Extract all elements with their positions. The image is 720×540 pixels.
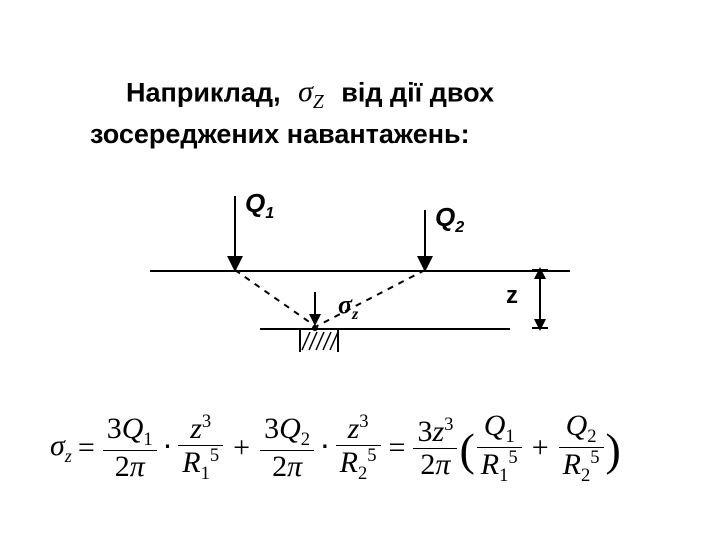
sigma-z-label: σz (338, 290, 358, 324)
sigma-sub: Z (313, 92, 324, 113)
z-label: z (506, 282, 518, 310)
equation: σz = 3Q1 2π ⋅ z3 R15 + 3Q2 2π (50, 410, 690, 485)
eq-plus2: + (532, 431, 549, 465)
stress-point (312, 325, 318, 331)
eq-t2-frac1: 3Q2 2π (260, 413, 314, 482)
eq-eq2: = (389, 431, 406, 465)
z-text: z (506, 282, 518, 309)
eq-plus1: + (233, 431, 250, 465)
heading-part1: Наприклад, (126, 77, 281, 107)
eq-t1-frac2: z3 R15 (178, 412, 223, 483)
eq-t1-frac1: 3Q1 2π (103, 413, 157, 482)
page: Наприклад, σZ від дії двох зосереджених … (0, 0, 720, 540)
hatch-group (300, 330, 338, 352)
heading-part2: від дії двох (341, 77, 494, 107)
eq-lhs-sigma: σ (50, 429, 65, 462)
eq-dot1: ⋅ (163, 430, 173, 465)
diagram-svg (150, 170, 570, 370)
q1-dashed (235, 270, 315, 326)
q2-dashed (317, 270, 425, 326)
q2-sym: Q (435, 202, 455, 232)
heading-text: Наприклад, σZ від дії двох зосереджених … (90, 72, 650, 153)
eq-p2: Q2 R25 (559, 410, 604, 485)
eq-lhs-sub: z (65, 446, 72, 466)
sigma-z-sym: σ (338, 290, 352, 319)
eq-eq1: = (78, 431, 95, 465)
eq-t2-frac2: z3 R25 (336, 412, 381, 483)
q1-sub: 1 (265, 204, 274, 222)
q2-sub: 2 (455, 218, 464, 236)
equation-row: σz = 3Q1 2π ⋅ z3 R15 + 3Q2 2π (50, 410, 690, 485)
q2-label: Q2 (435, 202, 464, 237)
sigma-z-sub: z (352, 306, 358, 323)
sigma-z-symbol: σZ (298, 72, 324, 116)
eq-dot2: ⋅ (320, 430, 330, 465)
eq-lhs: σz (50, 429, 72, 467)
eq-factor: 3z3 2π (413, 415, 457, 480)
load-diagram: Q1 Q2 σz z (150, 170, 570, 370)
eq-p1: Q1 R15 (477, 410, 522, 485)
q1-sym: Q (245, 188, 265, 218)
q1-label: Q1 (245, 188, 274, 223)
sigma-char: σ (298, 75, 313, 108)
heading-line2: зосереджених навантажень: (90, 119, 470, 149)
